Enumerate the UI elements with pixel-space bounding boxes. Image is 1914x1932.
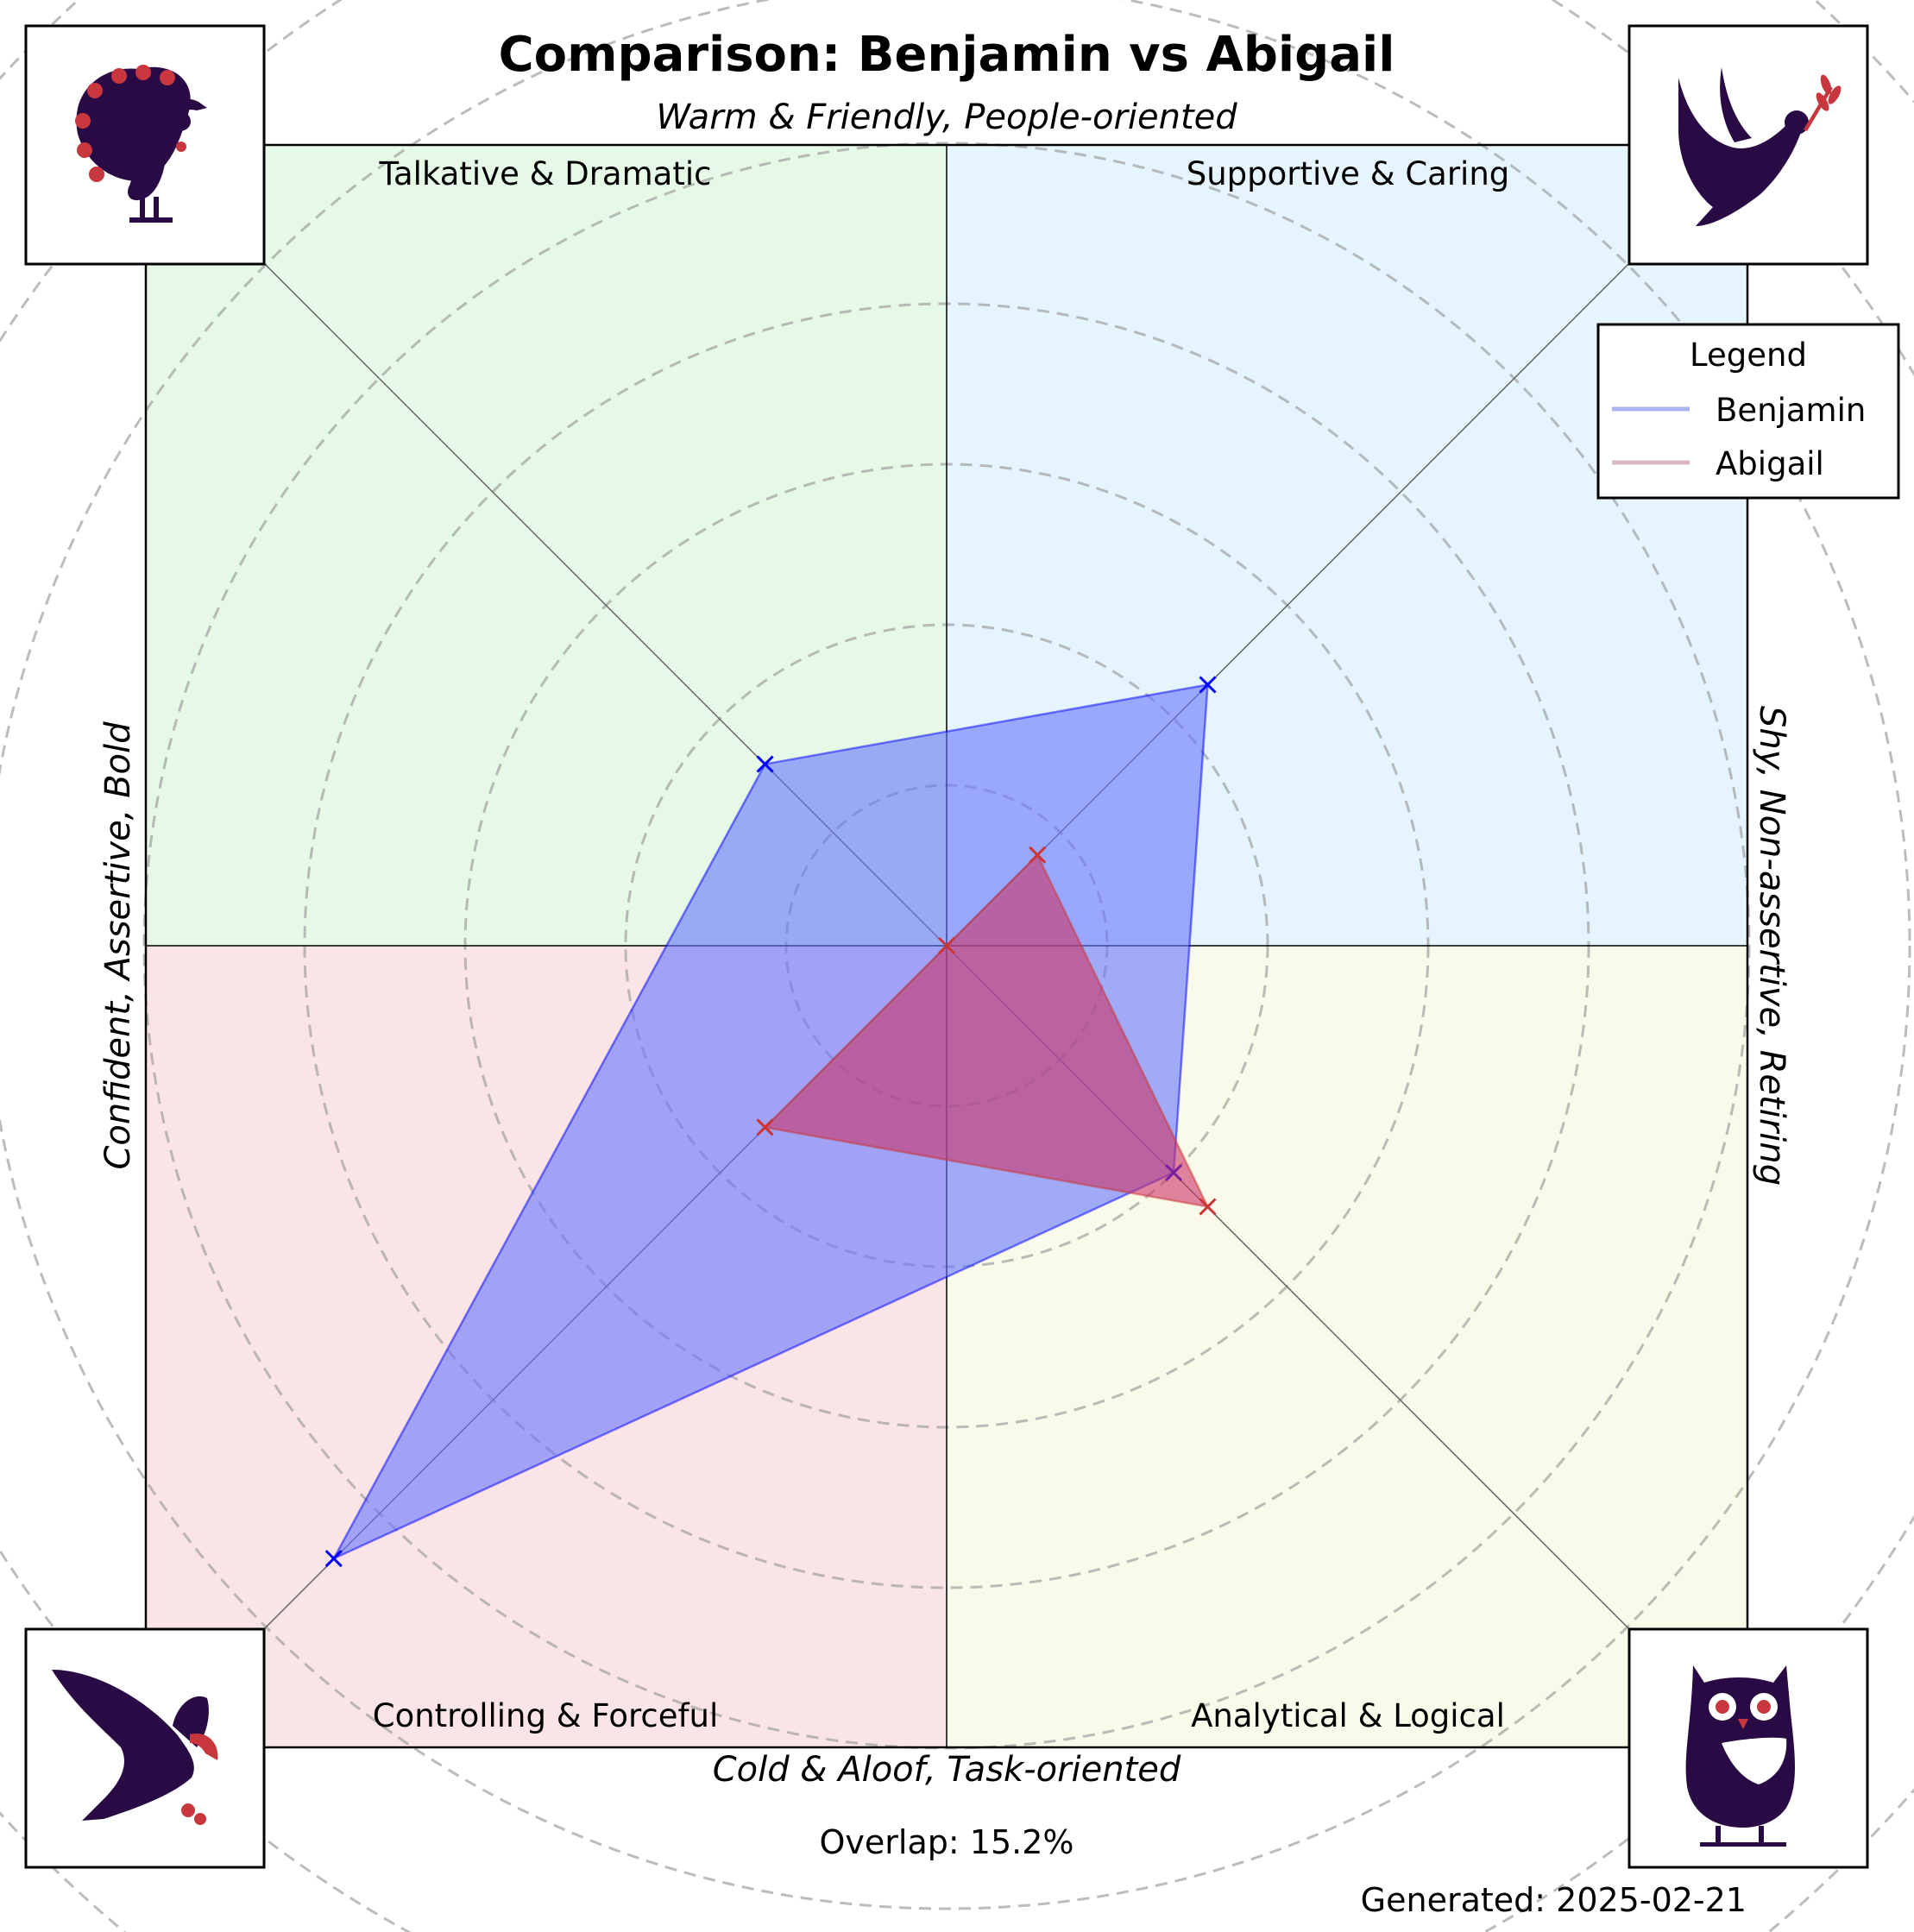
data-point-benjamin — [324, 1550, 343, 1568]
series-layer — [324, 676, 1217, 1568]
data-point-abigail — [1029, 846, 1047, 864]
dove-icon-box — [1628, 24, 1869, 266]
legend-label-abigail: Abigail — [1716, 445, 1824, 482]
quadrant-label-supportive: Supportive & Caring — [1187, 155, 1510, 192]
data-point-abigail — [1199, 1198, 1217, 1216]
axis-label-left: Confident, Assertive, Bold — [98, 721, 138, 1170]
quadrant-label-talkative: Talkative & Dramatic — [379, 155, 712, 192]
owl-icon-box — [1628, 1627, 1869, 1869]
axis-label-top: Warm & Friendly, People-oriented — [656, 98, 1237, 137]
overlap-text: Overlap: 15.2% — [820, 1823, 1074, 1861]
olive-branch — [1804, 74, 1842, 131]
generated-text: Generated: 2025-02-21 — [1361, 1881, 1747, 1919]
peacock-feather-eyes — [75, 65, 186, 182]
eagle-beak-and-talons — [181, 1734, 218, 1825]
peacock-icon — [76, 66, 207, 223]
data-point-benjamin — [1199, 676, 1217, 694]
data-point-abigail — [937, 936, 956, 955]
legend-label-benjamin: Benjamin — [1716, 392, 1866, 429]
owl-eyes — [1716, 1700, 1771, 1729]
peacock-icon-box — [24, 24, 266, 266]
axis-label-bottom: Cold & Aloof, Task-oriented — [713, 1750, 1181, 1790]
plot-frame — [144, 143, 1749, 1749]
axis-label-right: Shy, Non-assertive, Retiring — [1752, 706, 1791, 1186]
data-point-abigail — [756, 1118, 774, 1136]
legend-title: Legend — [1690, 337, 1807, 374]
quadrant-label-analytical: Analytical & Logical — [1191, 1697, 1505, 1734]
legend: Legend Benjamin Abigail — [1596, 323, 1900, 500]
data-point-benjamin — [756, 755, 774, 773]
quadrant-label-controlling: Controlling & Forceful — [373, 1697, 718, 1734]
dove-icon — [1678, 67, 1809, 226]
chart-title: Comparison: Benjamin vs Abigail — [499, 27, 1395, 83]
eagle-icon-box — [24, 1627, 266, 1869]
